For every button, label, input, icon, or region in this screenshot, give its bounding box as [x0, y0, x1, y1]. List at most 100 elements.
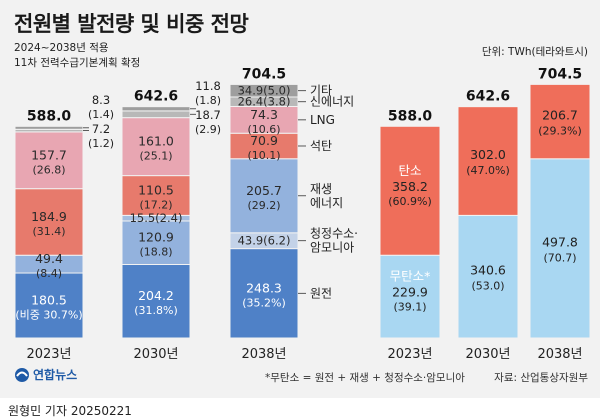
legend-label: 신에너지 — [310, 95, 354, 109]
legend-label: 에너지 — [310, 196, 343, 210]
x-tick-label: 2038년 — [241, 347, 286, 362]
segment-value-label: 161.0 — [138, 134, 174, 149]
bar-segment — [14, 188, 84, 256]
x-tick-label: 2023년 — [26, 347, 71, 362]
source: 자료: 산업통상자원부 — [494, 372, 588, 384]
x-tick-label: 2030년 — [465, 347, 510, 362]
segment-value-label: 11.8 — [195, 79, 221, 93]
subtitle-line1: 2024~2038년 적용 — [14, 42, 109, 54]
bar-segment — [121, 263, 191, 339]
segment-pct-label: (1.2) — [88, 137, 114, 150]
bar-segment — [121, 220, 191, 265]
x-tick-label: 2023년 — [387, 347, 432, 362]
segment-value-label: 358.2 — [392, 179, 428, 194]
logo-text: 연합뉴스 — [33, 368, 78, 382]
segment-pct-label: (39.1) — [393, 301, 426, 314]
total-label: 642.6 — [466, 89, 510, 105]
footnote: *무탄소 = 원전 + 재생 + 청정수소·암모니아 — [265, 372, 465, 384]
segment-pct-label: (10.6) — [247, 123, 280, 136]
segment-pct-label: (18.8) — [139, 246, 172, 259]
subtitle-line2: 11차 전력수급기본계획 확정 — [14, 57, 141, 69]
legend-label: 암모니아 — [310, 241, 354, 255]
generation-mix-chart: 588.0 2023년 642.6 2030년 704.5 2038년 180.5(비중 3… — [14, 66, 591, 362]
segment-pct-label: (53.0) — [471, 280, 504, 293]
segment-value-label: 74.3 — [250, 107, 278, 122]
segment-inline-label: 15.5(2.4) — [130, 211, 183, 225]
segment-value-label: 7.2 — [92, 122, 110, 136]
segment-pct-label: (31.8%) — [134, 304, 178, 317]
logo-icon — [15, 367, 29, 382]
segment-pct-label: (8.4) — [36, 267, 62, 280]
bar-segment — [379, 125, 441, 256]
segment-pct-label: (47.0%) — [466, 164, 510, 177]
total-label: 704.5 — [538, 66, 582, 82]
segment-pct-label: (31.4) — [32, 225, 65, 238]
bar-segment — [529, 158, 591, 339]
segment-inline-label: 34.9(5.0) — [238, 84, 291, 98]
segment-pct-label: (60.9%) — [388, 195, 432, 208]
bar-segment — [14, 131, 84, 190]
bar-segment — [379, 254, 441, 339]
segment-inline-label: 43.9(6.2) — [238, 234, 291, 248]
segment-pct-label: (25.1) — [139, 150, 172, 163]
bar-segment — [457, 106, 519, 216]
x-tick-label: 2030년 — [133, 347, 178, 362]
legend-label: LNG — [310, 113, 335, 127]
x-tick-label: 2038년 — [537, 347, 582, 362]
segment-pct-label: (70.7) — [543, 251, 576, 264]
bar-segment — [121, 106, 191, 112]
segment-value-label: 248.3 — [246, 280, 282, 295]
segment-value-label: 302.0 — [470, 147, 506, 162]
bar-segment — [457, 214, 519, 339]
credit: 원형민 기자 20250221 — [8, 404, 132, 418]
total-label: 642.6 — [134, 89, 178, 105]
segment-pct-label: (1.8) — [195, 94, 221, 107]
bar-segment — [229, 105, 299, 134]
segment-pct-label: (29.3%) — [538, 125, 582, 138]
segment-value-label: 157.7 — [31, 147, 67, 162]
legend-label: 청정수소· — [310, 227, 358, 241]
segment-pct-label: (1.4) — [88, 108, 114, 121]
legend-label: 원전 — [310, 286, 332, 300]
bar-segment — [14, 272, 84, 339]
segment-value-label: 8.3 — [92, 93, 110, 107]
segment-value-label: 229.9 — [392, 285, 428, 300]
segment-inline-label: 26.4(3.8) — [238, 95, 291, 109]
total-label: 588.0 — [27, 108, 72, 124]
total-label: 588.0 — [388, 108, 433, 124]
legend-label: 석탄 — [310, 139, 332, 153]
segment-value-label: 340.6 — [470, 263, 506, 278]
segment-value-label: 120.9 — [138, 230, 174, 245]
segment-value-label: 110.5 — [138, 182, 174, 197]
bar-segment — [121, 110, 191, 119]
bar-segment — [121, 175, 191, 216]
bar-segment — [229, 248, 299, 339]
segment-value-label: 180.5 — [31, 293, 67, 308]
bar-segment — [14, 125, 84, 130]
bar-segment — [229, 158, 299, 234]
segment-pct-label: (비중 30.7%) — [15, 309, 82, 322]
segment-value-label: 205.7 — [246, 183, 282, 198]
segment-value-label: 204.2 — [138, 288, 174, 303]
segment-pct-label: (29.2) — [247, 199, 280, 212]
segment-tag-label: 탄소 — [398, 163, 421, 178]
segment-value-label: 70.9 — [250, 133, 278, 148]
segment-value-label: 497.8 — [542, 234, 578, 249]
unit-label: 단위: TWh(테라와트시) — [481, 46, 588, 58]
segment-tag-label: 무탄소* — [390, 269, 431, 284]
total-label: 704.5 — [242, 66, 286, 82]
segment-pct-label: (2.9) — [195, 123, 221, 136]
segment-value-label: 49.4 — [35, 251, 63, 266]
segment-pct-label: (17.2) — [139, 198, 172, 211]
segment-value-label: 206.7 — [542, 108, 578, 123]
legend-label: 기타 — [310, 84, 332, 98]
bar-segment — [121, 117, 191, 177]
legend-label: 재생 — [310, 182, 332, 196]
logo: 연합뉴스 — [14, 366, 77, 383]
page-title: 전원별 발전량 및 비중 전망 — [14, 12, 249, 36]
segment-value-label: 18.7 — [195, 108, 221, 122]
segment-value-label: 184.9 — [31, 209, 67, 224]
segment-pct-label: (10.1) — [247, 149, 280, 162]
bar-segment — [529, 83, 591, 160]
